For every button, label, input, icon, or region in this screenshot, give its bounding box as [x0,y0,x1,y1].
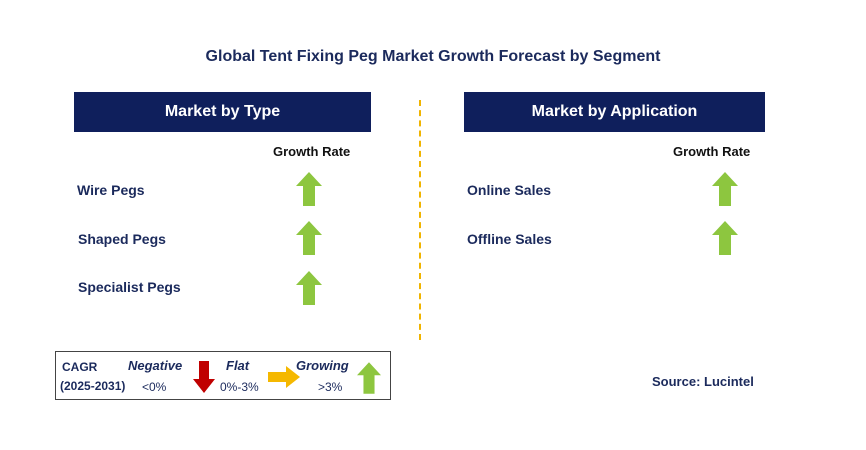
panel-divider [419,100,421,340]
row-label-wire-pegs: Wire Pegs [77,182,145,198]
legend-flat-range: 0%-3% [220,380,259,394]
legend-negative-label: Negative [128,358,183,373]
growing-arrow-icon [296,172,322,206]
legend-growing-range: >3% [318,380,343,394]
growing-arrow-icon [712,221,738,255]
legend-cagr-label: CAGR [62,360,98,374]
source-note: Source: Lucintel [652,374,754,389]
growing-arrow-icon [712,172,738,206]
growing-arrow-icon [357,362,381,394]
market-by-application-header: Market by Application [464,92,765,132]
row-label-offline-sales: Offline Sales [467,231,552,247]
market-by-type-header: Market by Type [74,92,371,132]
legend-period: (2025-2031) [60,379,126,393]
growth-rate-column-header-right: Growth Rate [673,144,751,159]
row-label-online-sales: Online Sales [467,182,552,198]
cagr-legend: CAGR (2025-2031) Negative <0% Flat 0%-3%… [55,351,391,400]
row-label-shaped-pegs: Shaped Pegs [78,231,166,247]
legend-flat-label: Flat [226,358,250,373]
legend-growing-label: Growing [296,358,349,373]
growing-arrow-icon [296,221,322,255]
flat-arrow-icon [268,366,300,388]
chart-title: Global Tent Fixing Peg Market Growth For… [205,48,661,65]
negative-arrow-icon [193,361,215,393]
row-label-specialist-pegs: Specialist Pegs [78,279,181,295]
growing-arrow-icon [296,271,322,305]
growth-rate-column-header-left: Growth Rate [273,144,351,159]
legend-negative-range: <0% [142,380,167,394]
